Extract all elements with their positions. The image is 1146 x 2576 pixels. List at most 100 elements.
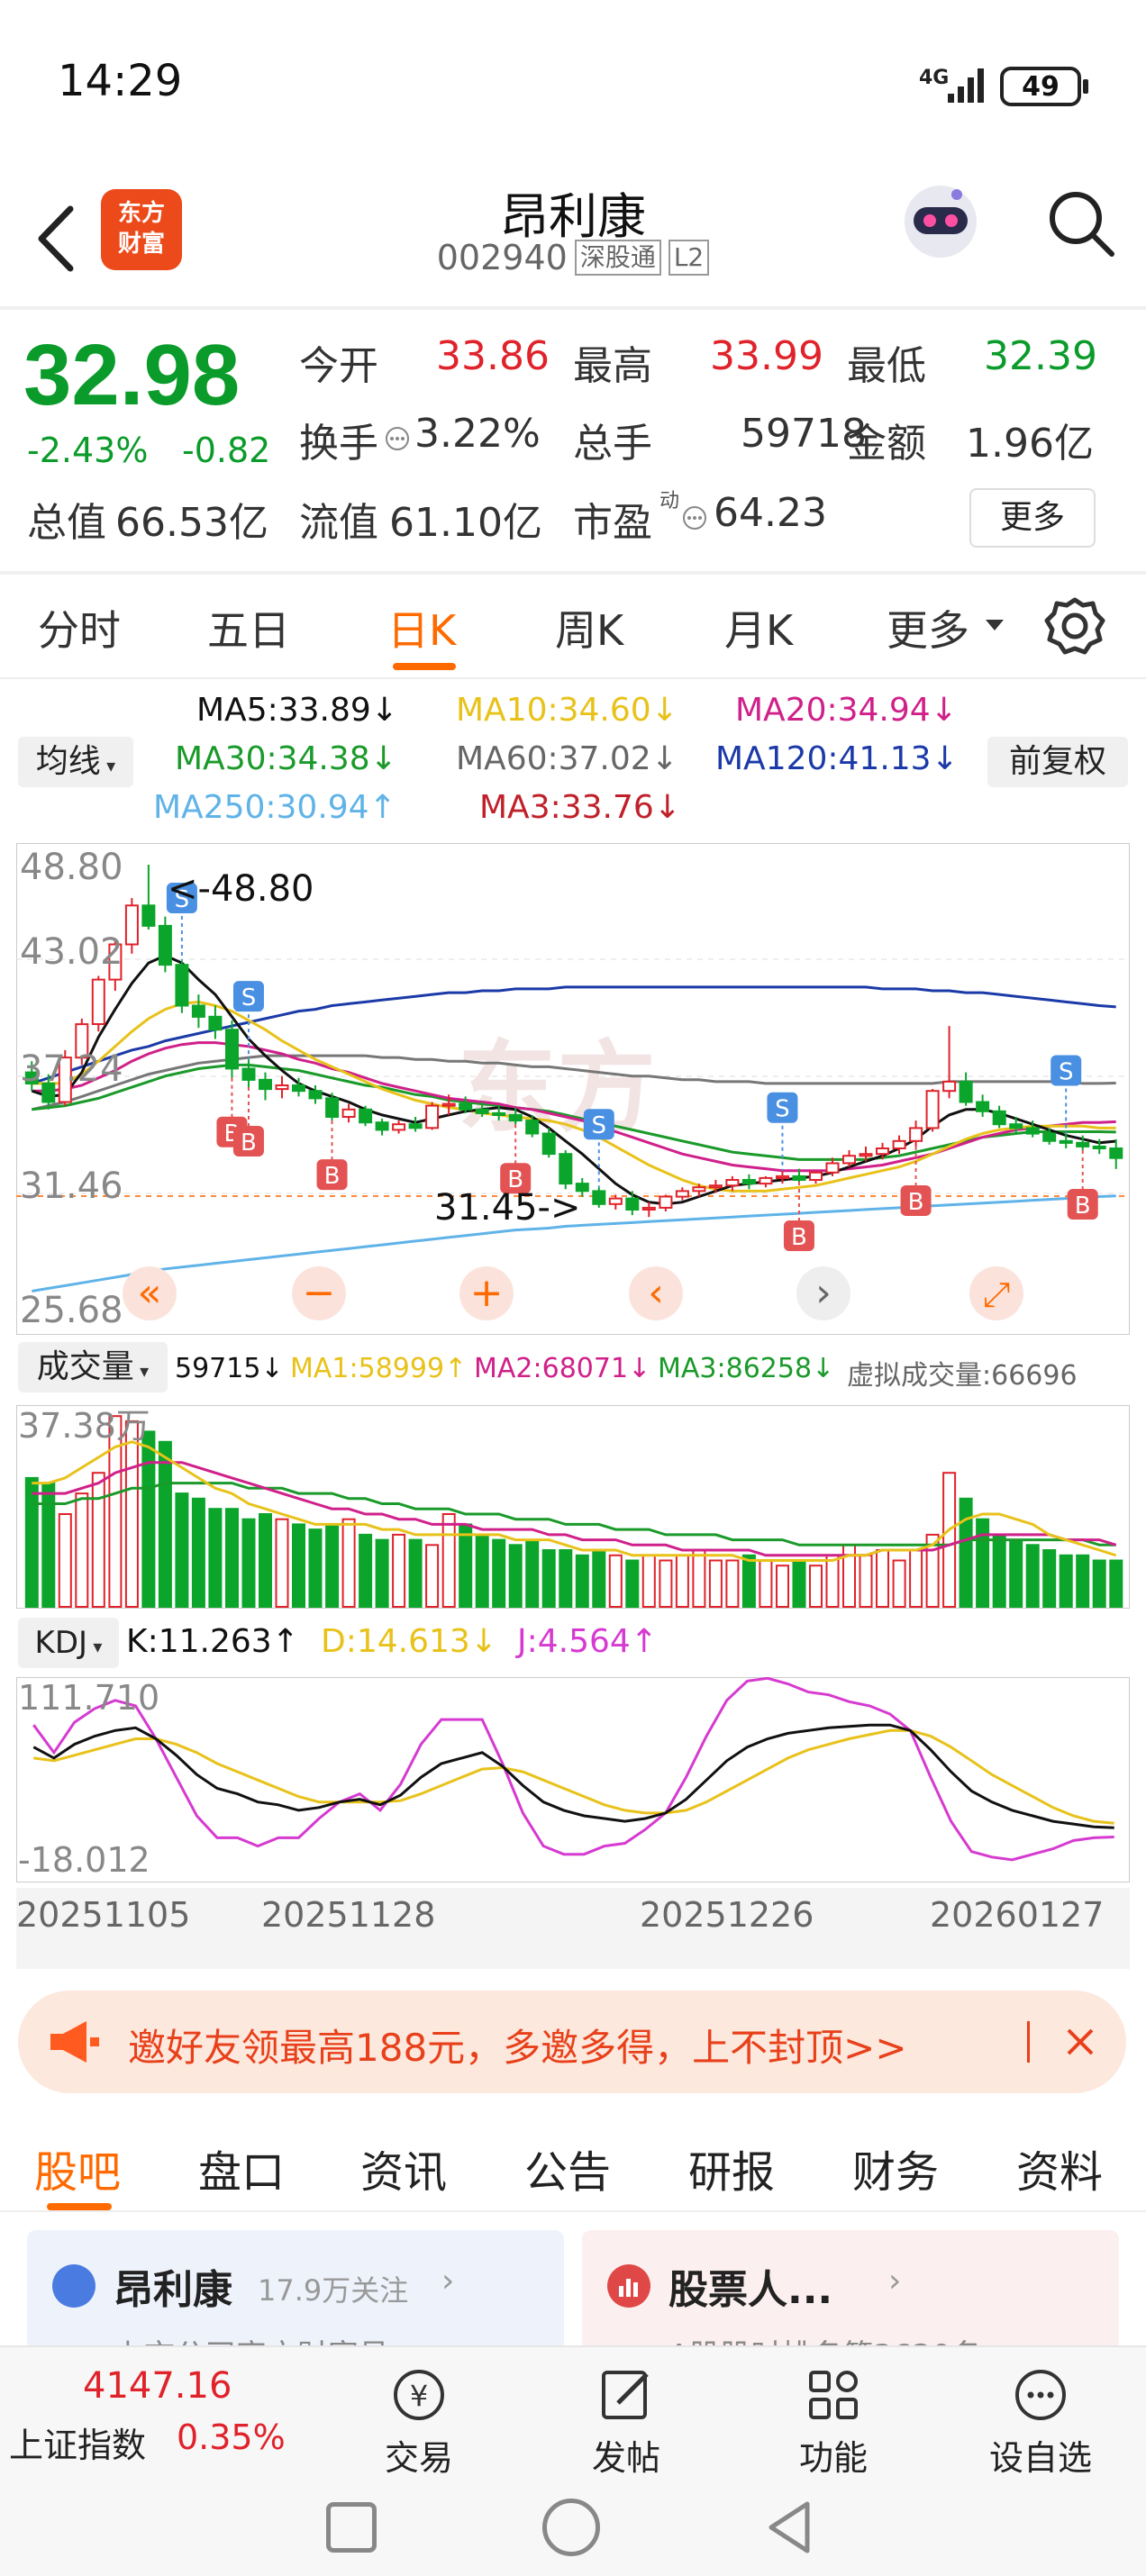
vol-ma1: MA1:58999↑ (290, 1353, 468, 1384)
quote-panel: 32.98 -2.43% -0.82 今开 33.86 最高 33.99 最低 … (0, 310, 1146, 571)
gear-icon[interactable] (1043, 594, 1106, 658)
change-pct: -2.43% (27, 431, 149, 470)
stock-code: 002940 (436, 238, 568, 277)
header: 东方 财富 昂利康 002940 深股通 L2 (0, 171, 1146, 306)
candle (191, 1004, 205, 1018)
change-value: -0.82 (182, 431, 271, 470)
battery-level: 49 (1022, 70, 1060, 103)
company-card-title: 昂利康 (114, 2267, 232, 2313)
pe-info-icon[interactable] (681, 504, 708, 531)
nav-watchlist[interactable]: 设自选 (973, 2363, 1108, 2478)
candle (292, 1084, 305, 1093)
tab-intraday[interactable]: 分时 (38, 606, 121, 655)
volume-bar (325, 1523, 340, 1608)
tab-pankou[interactable]: 盘口 (198, 2147, 286, 2198)
volume-bar (992, 1533, 1006, 1608)
fast-back-button[interactable] (123, 1266, 177, 1320)
volume-bar (942, 1472, 957, 1608)
candle (959, 1080, 973, 1103)
scroll-right-button[interactable] (796, 1266, 850, 1320)
volume-chart[interactable]: 37.38万 (16, 1405, 1130, 1609)
scroll-left-button[interactable] (629, 1266, 683, 1320)
kdj-k-line (32, 1723, 1114, 1829)
network-indicator: 4G (919, 67, 950, 89)
ma60-line (31, 1054, 1116, 1111)
buy-marker (316, 1159, 348, 1191)
volume-bar (792, 1559, 806, 1608)
candle (359, 1108, 373, 1124)
nav-post[interactable]: 发帖 (568, 2363, 685, 2478)
nav-trade[interactable]: ¥ 交易 (360, 2363, 478, 2478)
back-nav-icon[interactable] (762, 2499, 820, 2556)
volume-bar (241, 1518, 256, 1608)
info-icon[interactable] (384, 425, 411, 452)
volume-bar (175, 1492, 189, 1608)
megaphone-icon (50, 2021, 99, 2063)
candle (124, 904, 139, 946)
nav-functions-label: 功能 (798, 2438, 868, 2478)
tab-research[interactable]: 研报 (688, 2147, 776, 2198)
chart-badge-icon (607, 2264, 650, 2308)
recents-button[interactable] (326, 2502, 377, 2553)
tab-five-day[interactable]: 五日 (207, 606, 290, 655)
date-label-3: 20251226 (640, 1895, 814, 1935)
zoom-in-button[interactable] (459, 1266, 514, 1320)
volume-bar (292, 1523, 305, 1608)
indicator-selector[interactable]: KDJ ▾ (18, 1618, 119, 1668)
home-button[interactable] (542, 2499, 600, 2556)
y-label-4: 31.46 (20, 1166, 123, 1207)
volume-bar (776, 1565, 789, 1608)
candle (375, 1121, 389, 1131)
indicator-selector-label: KDJ (34, 1625, 88, 1661)
tab-monthly-k[interactable]: 月K (724, 606, 794, 655)
tab-announcements[interactable]: 公告 (524, 2147, 612, 2198)
volume-bar (408, 1538, 423, 1609)
tab-guba[interactable]: 股吧 (34, 2147, 122, 2198)
buy-marker-label: B (507, 1166, 523, 1193)
volume-max-label: 37.38万 (18, 1406, 150, 1446)
tab-profile[interactable]: 资料 (1016, 2147, 1104, 2198)
tab-daily-k[interactable]: 日K (387, 606, 457, 655)
ma-legend: MA5:33.89↓ MA10:34.60↓ MA20:34.94↓ 均线 ▾ … (0, 681, 1146, 843)
volume-bar (692, 1549, 706, 1608)
ma-selector[interactable]: 均线 ▾ (18, 737, 133, 787)
stockperson-card[interactable]: 股票人... › A股股时排名第3620名 (582, 2230, 1119, 2351)
robot-avatar[interactable] (897, 177, 984, 263)
sell-marker (583, 1109, 614, 1140)
logo-line1: 东方 (117, 200, 165, 227)
company-card[interactable]: 昂利康 17.9万关注 › 上市公司官方财富号 (27, 2230, 564, 2351)
close-icon[interactable] (1063, 2025, 1097, 2059)
candle (692, 1186, 706, 1193)
volume-selector[interactable]: 成交量 ▾ (18, 1342, 168, 1392)
kdj-chart[interactable]: 111.710 -18.012 (16, 1677, 1130, 1882)
candle (541, 1132, 556, 1156)
volume-bar (259, 1513, 272, 1608)
tab-news[interactable]: 资讯 (360, 2147, 448, 2198)
y-label-3: 37.24 (20, 1048, 123, 1090)
tab-weekly-k[interactable]: 周K (555, 606, 624, 655)
tab-more[interactable]: 更多 (887, 606, 969, 655)
open-label: 今开 (299, 343, 378, 389)
vol-ma1-line (32, 1440, 1117, 1562)
volume-label: 总手 (573, 421, 652, 467)
logo-line2: 财富 (117, 231, 165, 258)
back-icon[interactable] (29, 198, 83, 279)
candle (842, 1155, 856, 1165)
candle (1092, 1145, 1106, 1149)
promo-banner[interactable]: 邀好友领最高188元，多邀多得，上不封顶>> (18, 1991, 1126, 2093)
adjust-button[interactable]: 前复权 (987, 737, 1128, 787)
more-button[interactable]: 更多 (969, 488, 1096, 548)
date-label-1: 20251105 (16, 1895, 191, 1935)
zoom-out-button[interactable] (292, 1266, 346, 1320)
search-icon[interactable] (1045, 187, 1117, 259)
nav-functions[interactable]: 功能 (775, 2363, 892, 2478)
tab-finance[interactable]: 财务 (852, 2147, 940, 2198)
fullscreen-button[interactable] (969, 1266, 1023, 1320)
volume-bar (425, 1544, 440, 1608)
app-logo: 东方 财富 (101, 189, 182, 270)
virtual-volume: 虚拟成交量:66696 (847, 1360, 1078, 1392)
promo-text: 邀好友领最高188元，多邀多得，上不封顶>> (128, 2026, 907, 2070)
volume-bar (275, 1518, 289, 1608)
candle (441, 1102, 456, 1107)
